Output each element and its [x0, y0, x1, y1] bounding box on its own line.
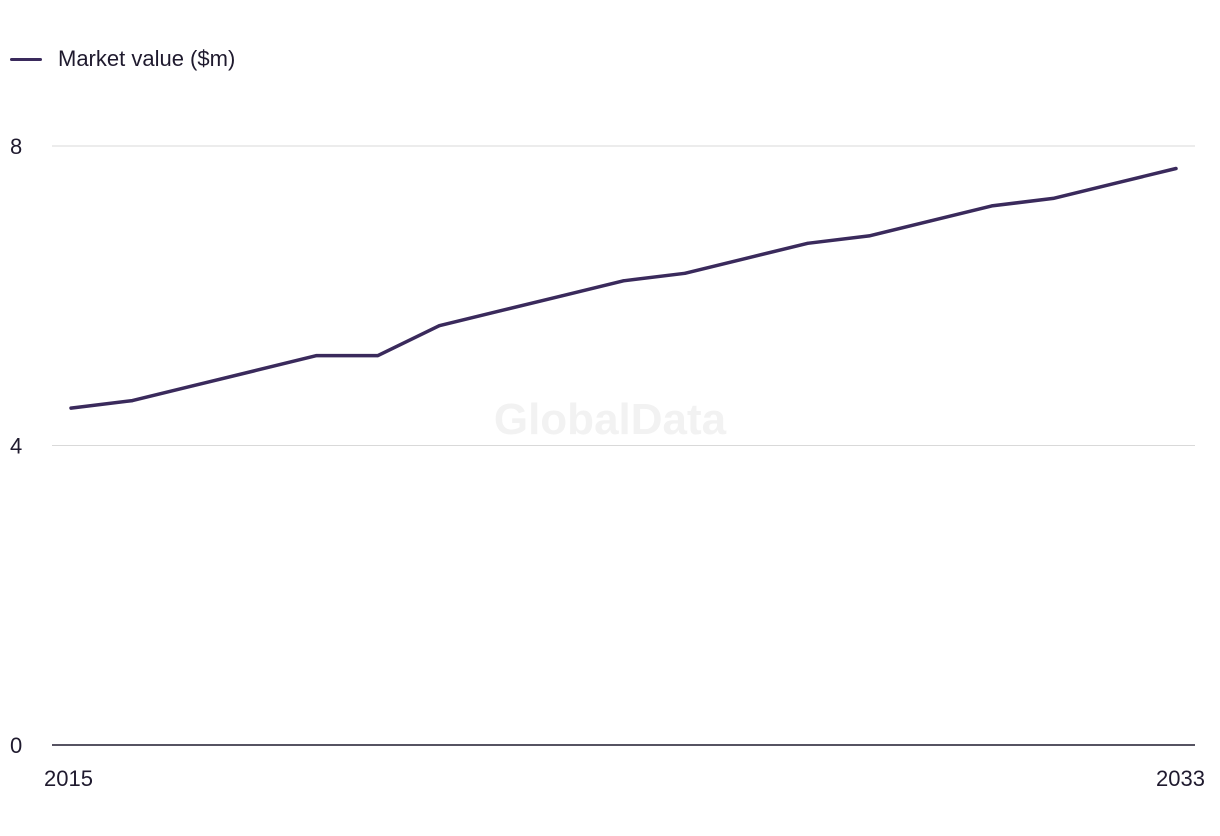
data-point	[1174, 166, 1178, 170]
data-point	[806, 241, 810, 245]
data-point	[376, 354, 380, 358]
data-point	[622, 279, 625, 283]
data-point	[315, 354, 319, 358]
data-point	[990, 204, 994, 208]
data-point	[437, 324, 441, 328]
series-line-0	[69, 166, 1178, 410]
data-point	[683, 271, 687, 275]
y-tick-label: 4	[10, 434, 22, 459]
data-point	[867, 234, 871, 238]
data-point	[1051, 196, 1055, 200]
legend-line-swatch	[10, 57, 42, 61]
data-point	[928, 219, 932, 223]
data-point	[130, 399, 134, 403]
data-point	[744, 256, 748, 260]
y-tick-label: 8	[10, 134, 22, 159]
data-point	[192, 384, 196, 388]
watermark-text: GlobalData	[494, 395, 727, 444]
data-point	[560, 294, 564, 298]
chart-legend: Market value ($m)	[10, 46, 235, 72]
x-tick-label: 2015	[44, 766, 93, 791]
data-point	[499, 309, 503, 313]
legend-label: Market value ($m)	[58, 46, 236, 71]
data-point	[69, 406, 73, 410]
x-tick-label: 2033	[1156, 766, 1205, 791]
data-point	[1113, 181, 1117, 185]
data-point	[253, 369, 257, 373]
y-tick-label: 0	[10, 733, 22, 758]
